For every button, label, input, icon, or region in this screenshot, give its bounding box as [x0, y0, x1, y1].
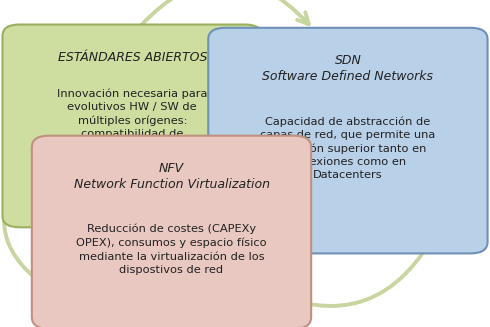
- Text: Innovación necesaria para
evolutivos HW / SW de
múltiples orígenes:
compatibilid: Innovación necesaria para evolutivos HW …: [57, 88, 207, 152]
- Text: SDN
Software Defined Networks: SDN Software Defined Networks: [263, 54, 433, 83]
- FancyBboxPatch shape: [2, 25, 262, 227]
- Text: Capacidad de abstracción de
capas de red, que permite una
evolución superior tan: Capacidad de abstracción de capas de red…: [260, 116, 436, 180]
- Text: ESTÁNDARES ABIERTOS: ESTÁNDARES ABIERTOS: [58, 51, 207, 64]
- FancyBboxPatch shape: [32, 136, 311, 327]
- Text: Reducción de costes (CAPEXy
OPEX), consumos y espacio físico
mediante la virtual: Reducción de costes (CAPEXy OPEX), consu…: [76, 224, 267, 275]
- FancyBboxPatch shape: [208, 28, 488, 253]
- Text: NFV
Network Function Virtualization: NFV Network Function Virtualization: [74, 162, 270, 191]
